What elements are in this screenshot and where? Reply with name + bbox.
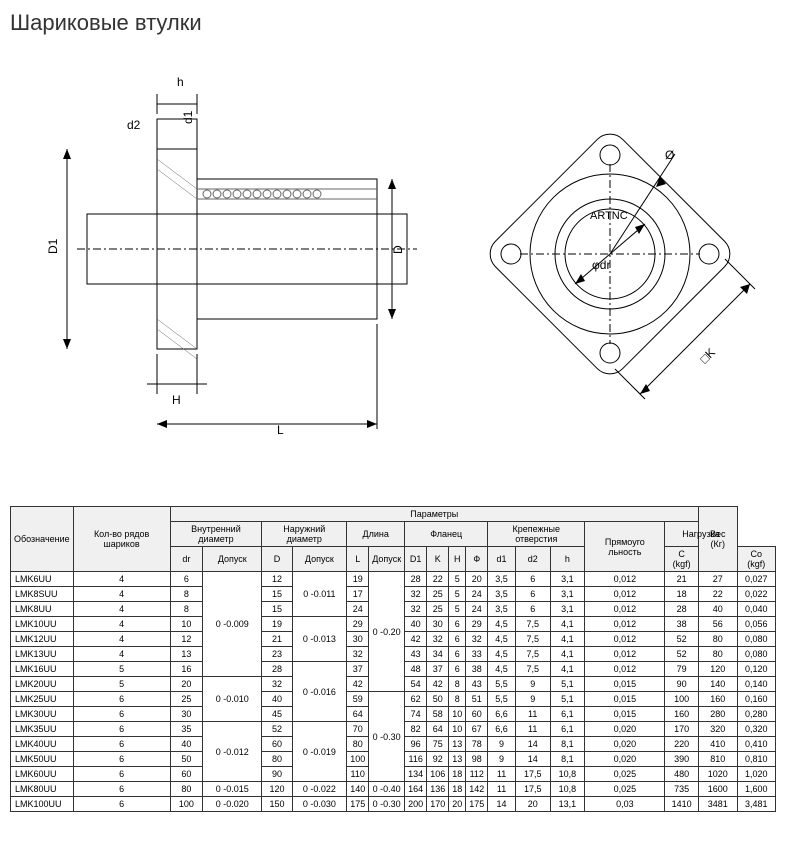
- table-row: LMK25UU62540590 -0.3062508515,595,10,015…: [11, 692, 776, 707]
- side-view-drawing: h d1 d2: [27, 74, 427, 454]
- th-C: C (kgf): [665, 547, 699, 572]
- th-Phi: Ф: [466, 547, 488, 572]
- th-D1: D1: [405, 547, 427, 572]
- label-d1: d1: [181, 110, 195, 124]
- th-outer: Наружний диаметр: [262, 522, 347, 547]
- th-tol2: Допуск: [292, 547, 347, 572]
- th-inner: Внутренний диаметр: [170, 522, 262, 547]
- th-sd1: d1: [488, 547, 516, 572]
- page-title: Шариковые втулки: [10, 10, 776, 36]
- label-H: H: [172, 393, 181, 407]
- label-d2: d2: [127, 118, 141, 132]
- th-H: H: [449, 547, 466, 572]
- th-K: K: [427, 547, 449, 572]
- th-dr: dr: [170, 547, 203, 572]
- label-K: □K: [697, 345, 718, 366]
- label-L: L: [277, 423, 284, 437]
- table-row: LMK100UU61000 -0.0201500 -0.0301750 -0.3…: [11, 797, 776, 812]
- th-load: Нагрузка: [665, 522, 737, 547]
- table-row: LMK80UU6800 -0.0151200 -0.0221400 -0.401…: [11, 782, 776, 797]
- th-length: Длина: [347, 522, 405, 547]
- th-tol1: Допуск: [203, 547, 262, 572]
- th-sh: h: [550, 547, 585, 572]
- diagram-area: h d1 d2: [10, 56, 776, 476]
- th-L: L: [347, 547, 369, 572]
- th-D: D: [262, 547, 292, 572]
- spec-table: Обозначение Кол-во рядов шариков Парамет…: [10, 506, 776, 812]
- th-tol3: Допуск: [369, 547, 405, 572]
- th-flange: Фланец: [405, 522, 488, 547]
- th-Co: Co (kgf): [737, 547, 775, 572]
- label-D: D: [391, 245, 405, 254]
- th-holes: Крепежные отверстия: [488, 522, 585, 547]
- label-phi: Ø: [665, 148, 674, 162]
- th-designation: Обозначение: [11, 507, 74, 572]
- th-params: Параметры: [170, 507, 698, 522]
- label-artnc: ARTNC: [590, 210, 628, 222]
- front-view-drawing: ARTNC Ø φdr □K: [460, 104, 760, 424]
- th-rect: Прямоуго льность: [585, 522, 665, 572]
- table-row: LMK6UU460 -0.009120 -0.011190 -0.2028225…: [11, 572, 776, 587]
- th-sd2: d2: [515, 547, 550, 572]
- label-phidr: φdr: [592, 258, 610, 272]
- th-balls: Кол-во рядов шариков: [73, 507, 170, 572]
- label-D1: D1: [46, 238, 60, 254]
- label-h: h: [177, 75, 184, 89]
